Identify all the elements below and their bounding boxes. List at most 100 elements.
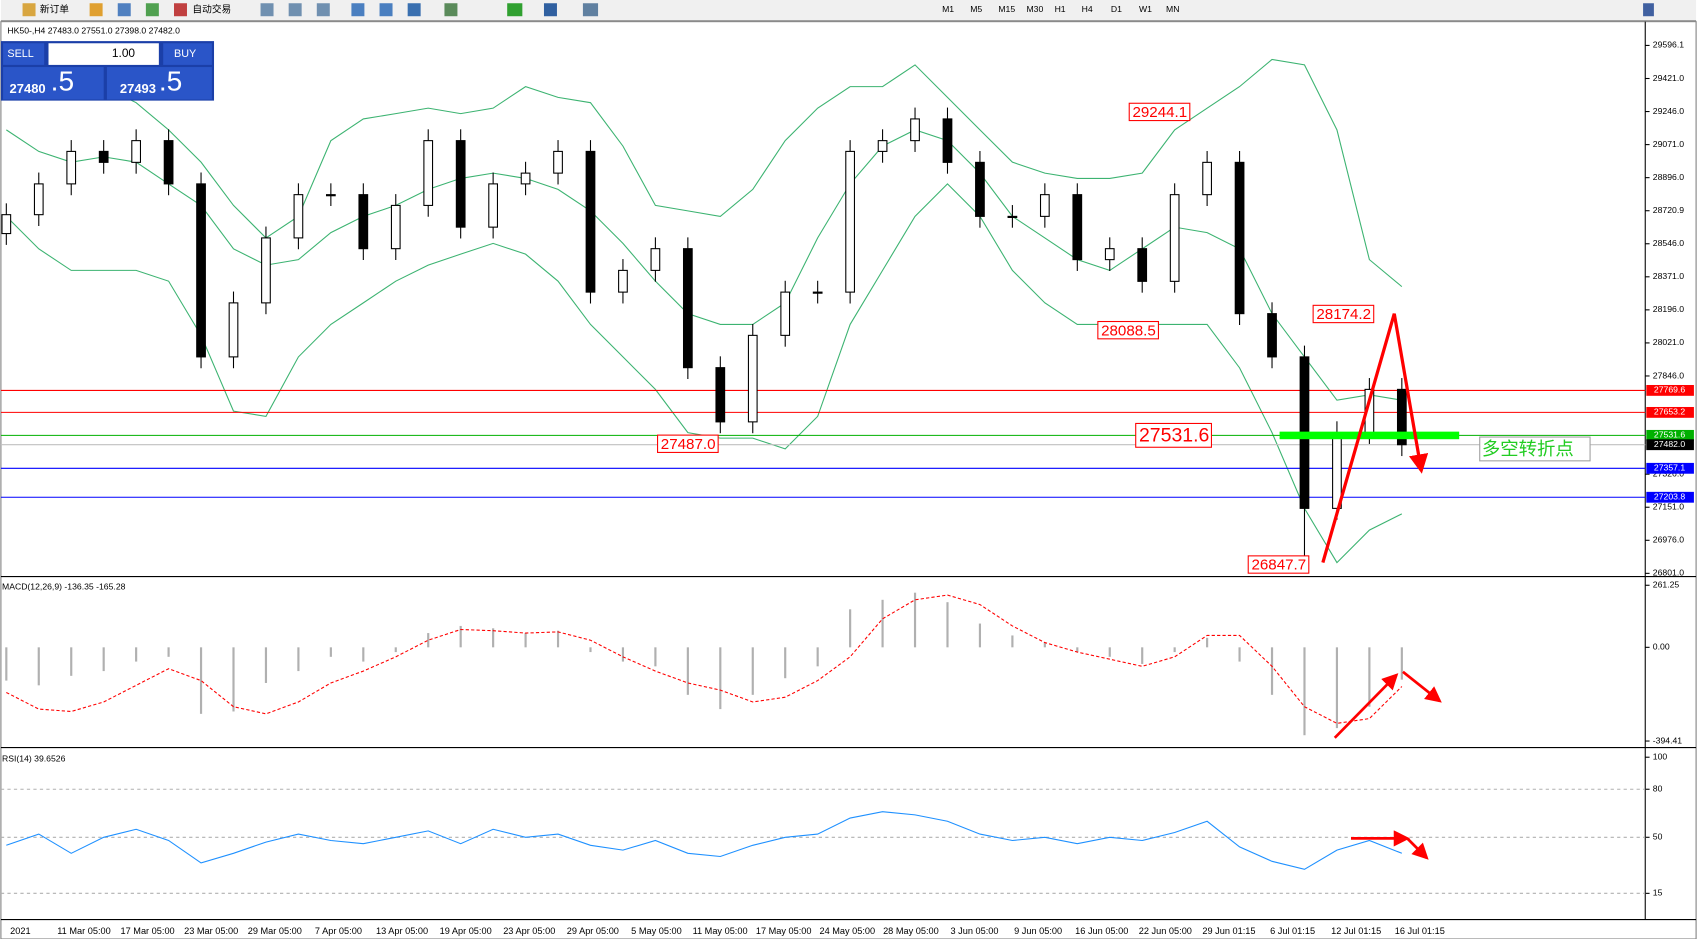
timeframe-button[interactable]: M1: [942, 4, 954, 14]
macd-bar: [1108, 647, 1111, 657]
lots-field[interactable]: [48, 43, 159, 65]
x-tick-label: 11 May 05:00: [693, 926, 748, 936]
tool-icon[interactable]: [89, 3, 103, 17]
price-callout: [1097, 320, 1159, 340]
macd-bar: [524, 633, 527, 648]
timeframe-button[interactable]: M15: [998, 4, 1015, 14]
sell-price-box[interactable]: [3, 67, 104, 100]
macd-bar: [5, 647, 8, 681]
auto-trading-icon[interactable]: [173, 3, 187, 17]
price-callout-label: 29244.1: [1132, 104, 1187, 121]
new-order-label: 新订单: [40, 2, 69, 15]
pivot-zone: [1279, 431, 1460, 440]
price-level-label: 27531.6: [1654, 430, 1685, 440]
search[interactable]: [1643, 3, 1654, 17]
x-tick-label: 28 May 05:00: [883, 926, 939, 936]
candle-body: [585, 150, 596, 293]
zoom-out[interactable]: [379, 3, 393, 17]
tile[interactable]: [407, 3, 421, 17]
note-box: [1479, 436, 1591, 462]
tool-icon[interactable]: [316, 3, 330, 17]
x-tick-label: 12 Jul 01:15: [1331, 926, 1381, 936]
y-tick-label: 100: [1653, 751, 1668, 761]
bid-price: 27480: [10, 81, 46, 96]
macd-bar: [1206, 637, 1209, 648]
x-tick-label: 5 May 05:00: [631, 926, 682, 936]
y-tick-label: 28720.9: [1653, 205, 1684, 215]
price-level-tag: [1646, 429, 1694, 441]
macd-bar: [329, 647, 332, 657]
y-tick-label: 29596.1: [1653, 40, 1684, 50]
y-tick-label: -394.41: [1653, 735, 1683, 745]
y-tick-label: 26801.0: [1653, 568, 1684, 578]
price-callout-label: 27487.0: [661, 436, 716, 453]
x-tick-label: 13 Apr 05:00: [376, 926, 428, 936]
y-tick-label: 28371.0: [1653, 271, 1684, 281]
timeframe-button[interactable]: M5: [970, 4, 982, 14]
price-callout: [1312, 304, 1375, 324]
buy-button[interactable]: [163, 43, 212, 65]
macd-bar: [427, 633, 430, 648]
x-tick-label: 23 Mar 05:00: [184, 926, 238, 936]
price-level-label: 27769.6: [1654, 385, 1685, 395]
candle-body: [1169, 194, 1180, 282]
ask-price: 27493: [120, 81, 156, 96]
x-tick-label: 16 Jul 01:15: [1395, 926, 1445, 936]
indicators[interactable]: [507, 3, 523, 17]
x-tick-label: 23 Apr 05:00: [503, 926, 555, 936]
candle-body: [910, 118, 920, 142]
buy-price-box[interactable]: [106, 67, 212, 100]
tool-icon[interactable]: [444, 3, 458, 17]
candle-body: [780, 291, 791, 336]
x-tick-label: 2021: [10, 926, 30, 936]
candle-body: [261, 237, 271, 304]
candle-body: [877, 140, 888, 152]
candle-body: [33, 183, 44, 216]
y-tick-label: 80: [1653, 784, 1663, 794]
macd-bar: [719, 647, 722, 710]
price-callout-label: 28088.5: [1101, 322, 1156, 339]
x-tick-label: 17 Mar 05:00: [121, 926, 175, 936]
zoom-in[interactable]: [351, 3, 365, 17]
timeframe-button[interactable]: D1: [1111, 4, 1122, 14]
candle-body: [163, 140, 174, 185]
chart-header: HK50-,H4 27483.0 27551.0 27398.0 27482.0: [7, 26, 180, 36]
timeframe-button[interactable]: M30: [1026, 4, 1043, 14]
timeframe-button[interactable]: MN: [1166, 4, 1179, 14]
periods[interactable]: [543, 3, 557, 17]
templates[interactable]: [582, 3, 599, 17]
tool-icon[interactable]: [288, 3, 302, 17]
macd-bar: [881, 599, 884, 648]
bollinger-band: [6, 129, 1402, 401]
macd-bar: [686, 647, 689, 695]
tool-icon[interactable]: [260, 3, 274, 17]
macd-bar: [751, 647, 754, 695]
trend-arrow: [1321, 313, 1429, 563]
macd-bar: [978, 623, 982, 648]
price-level-tag: [1646, 384, 1694, 396]
y-tick-label: 15: [1653, 888, 1663, 898]
macd-bar: [264, 647, 268, 683]
macd-bar: [556, 630, 560, 648]
timeframe-button[interactable]: H1: [1055, 4, 1066, 14]
sell-button[interactable]: [3, 43, 45, 65]
new-order-icon[interactable]: [22, 3, 36, 17]
price-callout: [657, 434, 719, 453]
timeframe-button[interactable]: W1: [1139, 4, 1152, 14]
x-tick-label: 19 Apr 05:00: [440, 926, 492, 936]
tool-icon[interactable]: [117, 3, 131, 17]
candle-body: [1396, 388, 1407, 446]
price-level-label: 27357.1: [1654, 463, 1685, 473]
candle-body: [228, 302, 239, 358]
y-tick-label: 50: [1653, 832, 1663, 842]
timeframe-button[interactable]: H4: [1082, 4, 1093, 14]
trend-arrow: [1333, 673, 1399, 739]
tool-icon[interactable]: [145, 3, 159, 17]
candle-body: [650, 248, 661, 271]
macd-bar: [394, 647, 397, 653]
macd-bar: [849, 609, 852, 648]
macd-bar: [1238, 647, 1241, 662]
indicator-title: MACD(12,26,9) -136.35 -165.28: [2, 582, 126, 592]
